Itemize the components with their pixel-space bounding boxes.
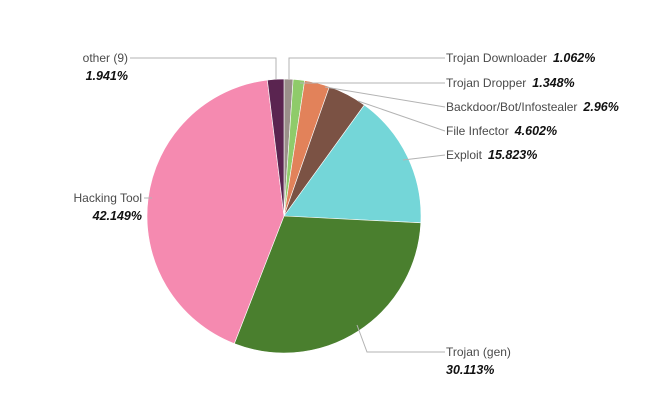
slice-value-trojan-gen: 30.113%	[446, 363, 494, 377]
slice-label-hacking-tool: Hacking Tool	[74, 191, 142, 205]
slice-value-file-infector: 4.602%	[514, 124, 557, 138]
pie-slice-exploit[interactable]	[283, 104, 422, 224]
leader-line-backdoor-bot-infostealer	[324, 86, 446, 108]
slice-value-exploit: 15.823%	[488, 148, 537, 162]
leader-line-trojan-gen	[356, 324, 445, 353]
pie-slice-trojan-gen[interactable]	[233, 215, 422, 354]
slice-value-backdoor-bot-infostealer: 2.96%	[582, 100, 618, 114]
slice-label-other-9: other (9)	[83, 51, 128, 65]
slice-label-trojan-downloader: Trojan Downloader	[446, 51, 547, 65]
slice-value-trojan-dropper: 1.348%	[532, 76, 574, 90]
slice-label-backdoor-bot-infostealer: Backdoor/Bot/Infostealer	[446, 100, 577, 114]
slice-value-trojan-downloader: 1.062%	[553, 51, 595, 65]
pie-slices	[146, 78, 422, 354]
leader-line-other-9	[130, 57, 277, 79]
leader-line-exploit	[402, 154, 446, 161]
leader-line-file-infector	[357, 100, 446, 132]
slice-label-file-infector: File Infector	[446, 124, 509, 138]
slice-labels: Trojan Downloader 1.062% Trojan Dropper 1.3…	[74, 51, 619, 377]
slice-label-trojan-gen: Trojan (gen)	[446, 345, 511, 359]
slice-label-trojan-dropper: Trojan Dropper	[446, 76, 526, 90]
pie-slice-other-9[interactable]	[266, 78, 285, 217]
slice-value-hacking-tool: 42.149%	[92, 209, 142, 223]
slice-label-exploit: Exploit	[446, 148, 483, 162]
pie-slice-hacking-tool[interactable]	[146, 79, 285, 345]
slice-value-other-9: 1.941%	[86, 69, 128, 83]
leader-lines	[130, 57, 446, 353]
leader-line-trojan-downloader	[288, 57, 445, 79]
